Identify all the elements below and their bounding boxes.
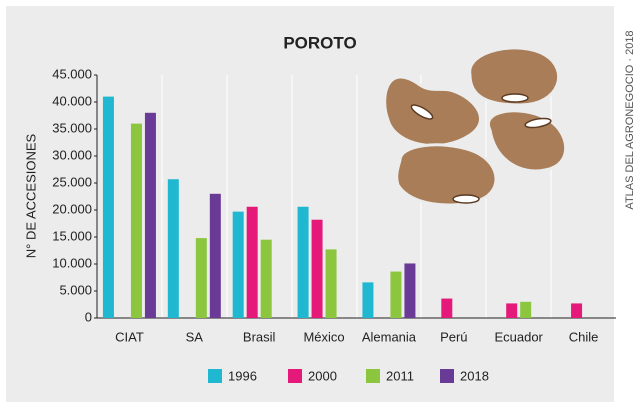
bar xyxy=(246,206,258,318)
legend-label: 1996 xyxy=(228,368,257,383)
y-tick-label: 15.000 xyxy=(52,228,92,243)
y-axis-label: N° DE ACCESIONES xyxy=(23,133,38,258)
bar xyxy=(297,206,309,318)
bar xyxy=(195,238,207,318)
bar xyxy=(130,123,142,318)
legend-label: 2018 xyxy=(460,368,489,383)
legend-swatch xyxy=(366,369,380,383)
bar xyxy=(325,249,337,318)
x-tick-label: Perú xyxy=(440,329,467,344)
legend-swatch xyxy=(208,369,222,383)
x-tick-label: SA xyxy=(186,329,204,344)
bar xyxy=(404,263,416,318)
legend-swatch xyxy=(440,369,454,383)
y-tick-label: 35.000 xyxy=(52,120,92,135)
bar xyxy=(102,96,114,318)
y-tick-label: 5.000 xyxy=(59,282,92,297)
x-tick-label: CIAT xyxy=(115,329,144,344)
y-tick-label: 30.000 xyxy=(52,147,92,162)
bar xyxy=(441,298,453,318)
bar xyxy=(520,301,532,318)
bar xyxy=(506,303,518,318)
y-tick-label: 45.000 xyxy=(52,66,92,81)
chart-title: POROTO xyxy=(283,33,356,52)
bar xyxy=(144,112,156,318)
bar xyxy=(362,282,374,318)
bar xyxy=(390,271,402,318)
bar xyxy=(260,239,272,318)
x-tick-label: Ecuador xyxy=(494,329,543,344)
y-tick-label: 20.000 xyxy=(52,201,92,216)
y-tick-label: 0 xyxy=(85,309,92,324)
legend-label: 2011 xyxy=(386,368,414,383)
source: ATLAS DEL AGRONEGOCIO · 2018 xyxy=(624,30,636,209)
bar xyxy=(167,179,179,318)
y-tick-label: 25.000 xyxy=(52,174,92,189)
y-tick-label: 40.000 xyxy=(52,93,92,108)
x-tick-label: México xyxy=(303,329,344,344)
x-tick-label: Alemania xyxy=(362,329,417,344)
bar xyxy=(571,303,583,318)
x-tick-label: Brasil xyxy=(243,329,276,344)
bean-eyes xyxy=(410,93,552,204)
legend-label: 2000 xyxy=(308,368,337,383)
bar xyxy=(209,193,221,318)
x-tick-label: Chile xyxy=(569,329,599,344)
bar xyxy=(232,211,244,318)
y-tick-label: 10.000 xyxy=(52,255,92,270)
legend-swatch xyxy=(288,369,302,383)
bean-illustration xyxy=(383,46,568,207)
bar xyxy=(311,219,323,318)
